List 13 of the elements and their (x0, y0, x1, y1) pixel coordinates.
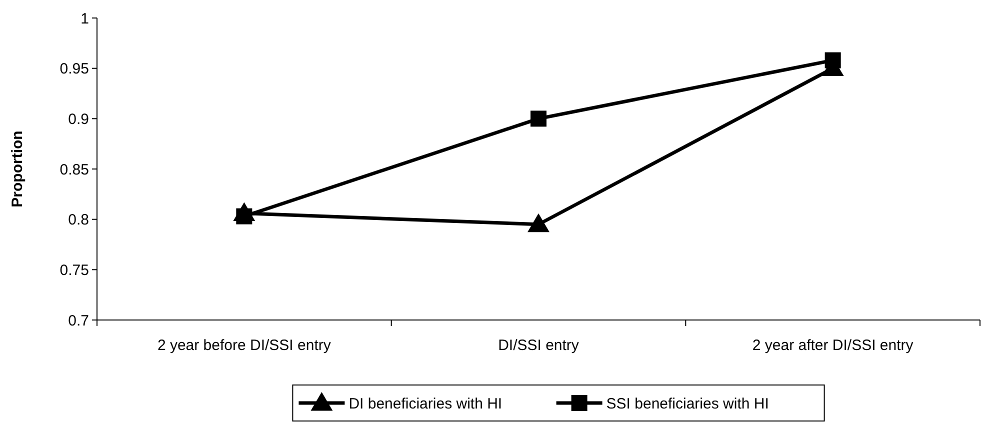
y-tick-label: 0.8 (68, 212, 89, 229)
legend-label: SSI beneficiaries with HI (606, 395, 769, 412)
y-tick-label: 0.85 (60, 161, 89, 178)
x-tick-label: 2 year before DI/SSI entry (157, 337, 332, 354)
x-tick-label: 2 year after DI/SSI entry (752, 337, 914, 354)
y-tick-label: 0.75 (60, 262, 89, 279)
legend-label: DI beneficiaries with HI (348, 395, 502, 412)
y-tick-label: 0.9 (68, 110, 89, 128)
y-tick-label: 1 (80, 10, 89, 28)
x-tick-label: DI/SSI entry (498, 337, 580, 354)
y-tick-label: 0.95 (60, 60, 89, 78)
y-tick-label: 0.7 (68, 312, 89, 330)
y-axis-title: Proportion (9, 130, 26, 208)
